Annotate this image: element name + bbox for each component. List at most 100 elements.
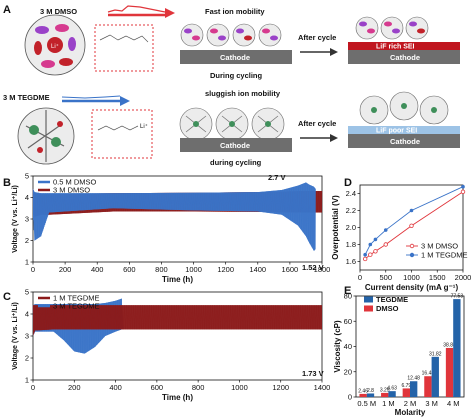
annotation-label: 2.7 V <box>268 173 286 182</box>
x-tick-label: 2 M <box>404 399 417 408</box>
chart-c: 0 200 400 600 800 1000 1200 1400 1 2 3 4 5 Time (h) Vo… <box>12 288 330 403</box>
data-label: 38.84 <box>443 342 456 348</box>
bottom-ion-clusters <box>179 107 285 141</box>
legend-label: TEGDME <box>376 295 408 304</box>
legend-label: DMSO <box>376 304 399 313</box>
legend-label: 1 M TEGDME <box>421 251 468 260</box>
bottom-after-cathode-label: Cathode <box>390 137 420 146</box>
legend-label: 3 M DMSO <box>421 242 458 251</box>
y-tick-label: 1.6 <box>346 257 356 266</box>
y-tick-label: 4 <box>25 193 29 202</box>
x-tick-label: 1200 <box>272 383 289 392</box>
x-tick-label: 0 <box>31 265 35 274</box>
legend-swatch <box>364 296 373 303</box>
data-label: 31.82 <box>429 351 442 357</box>
y-tick-label: 2.4 <box>346 189 356 198</box>
top-solvation-cluster: Li⁺ <box>24 14 86 76</box>
data-label: 77.53 <box>451 294 464 300</box>
y-tick-label: 0 <box>348 393 352 402</box>
top-ion-clusters <box>180 23 282 47</box>
data-point-3-m-dmso <box>383 242 388 247</box>
panel-letter-a: A <box>3 4 11 16</box>
x-axis-label: Current density (mA g⁻¹) <box>365 283 459 292</box>
panel-letter-b: B <box>3 177 11 189</box>
x-tick-label: 200 <box>59 265 72 274</box>
chart-b: 0 200 400 600 800 1000 1200 1400 1600 1800 1 2 3 4 5 Ti… <box>12 172 330 285</box>
bottom-solvation-cluster <box>17 107 75 165</box>
top-molecule-box <box>94 24 154 72</box>
data-point-1-m-tegdme <box>409 208 414 213</box>
bottom-after-cathode <box>348 134 460 148</box>
bottom-voltage-trace <box>61 95 121 99</box>
y-tick-label: 3 <box>25 332 29 341</box>
bottom-sei-layer <box>348 126 460 134</box>
data-label: 6.79 <box>401 383 411 389</box>
panel-letter-e: E <box>344 285 351 297</box>
top-after-arrow-head <box>330 48 338 56</box>
bar-dmso <box>445 347 454 397</box>
x-tick-label: 500 <box>379 273 392 282</box>
top-after-cathode <box>348 50 460 64</box>
y-tick-label: 2.2 <box>346 206 356 215</box>
bar-dmso <box>402 388 410 397</box>
x-tick-label: 1 M <box>382 399 395 408</box>
legend-marker <box>409 243 415 249</box>
data-point-1-m-tegdme <box>368 242 373 247</box>
x-tick-label: 800 <box>192 383 205 392</box>
x-tick-label: 1500 <box>429 273 446 282</box>
top-arrow-head <box>165 8 175 18</box>
top-molecule-structure <box>99 34 149 43</box>
y-tick-label: 2.0 <box>346 223 356 232</box>
top-voltage-trace <box>107 5 166 13</box>
data-point-3-m-dmso <box>368 252 373 257</box>
bar-tegdme <box>388 391 396 397</box>
y-tick-label: 60 <box>344 317 352 326</box>
y-axis-label: Viscosity (cP) <box>333 320 342 373</box>
data-point-1-m-tegdme <box>373 237 378 242</box>
top-after-cathode-label: Cathode <box>390 53 420 62</box>
x-tick-label: 1600 <box>282 265 299 274</box>
data-label: 12.48 <box>407 376 420 382</box>
bottom-molecule-box <box>91 109 153 159</box>
x-axis-label: Molarity <box>395 408 426 417</box>
x-tick-label: 1000 <box>185 265 202 274</box>
x-tick-label: 1200 <box>217 265 234 274</box>
top-cathode <box>180 50 292 64</box>
series-line-1-m-tegdme <box>364 186 464 255</box>
x-axis-label: Time (h) <box>162 393 193 402</box>
bar-tegdme <box>431 356 439 397</box>
x-tick-label: 1000 <box>403 273 420 282</box>
top-sei-layer <box>348 42 460 50</box>
legend-label: 0.5 M DMSO <box>53 178 97 187</box>
legend-marker <box>409 252 415 258</box>
legend-label: 1 M TEGDME <box>53 294 100 303</box>
data-label: 16.46 <box>422 371 435 377</box>
x-tick-label: 4 M <box>447 399 460 408</box>
data-label: 3.25 <box>380 387 390 393</box>
top-after-cycle-text: After cycle <box>298 33 336 42</box>
x-tick-label: 200 <box>68 383 81 392</box>
legend-label: 3 M TEGDME <box>53 302 100 311</box>
y-tick-label: 1 <box>25 258 29 267</box>
bottom-after-cycle-text: After cycle <box>298 119 336 128</box>
y-tick-label: 5 <box>25 288 29 297</box>
data-point-3-m-dmso <box>373 249 378 254</box>
top-after-clusters <box>355 16 429 40</box>
y-tick-label: 80 <box>344 292 352 301</box>
bar-dmso <box>359 393 367 397</box>
y-tick-label: 40 <box>344 342 352 351</box>
top-li-label: Li⁺ <box>51 43 59 50</box>
x-tick-label: 1000 <box>231 383 248 392</box>
x-tick-label: 400 <box>109 383 122 392</box>
data-point-3-m-dmso <box>460 189 466 194</box>
series-line-1-m-tegdme <box>32 305 322 336</box>
panel-letter-c: C <box>3 291 11 303</box>
bottom-cathode <box>180 138 292 152</box>
series-line-3-m-tegdme <box>32 298 124 354</box>
x-tick-label: 400 <box>91 265 104 274</box>
y-tick-label: 2 <box>25 354 29 363</box>
y-axis-label: Overpotential (V) <box>331 195 340 260</box>
bar-tegdme <box>410 381 418 397</box>
